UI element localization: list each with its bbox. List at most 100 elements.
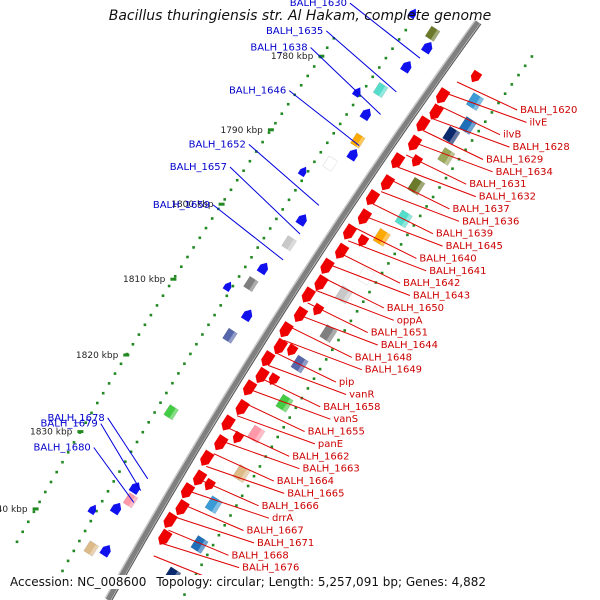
feature-box-gloss (472, 96, 484, 111)
ring-dot (319, 151, 323, 154)
feature-box-gloss (197, 539, 209, 554)
kbp-tick-mark (170, 277, 177, 281)
ring-dot (143, 323, 147, 327)
gene-arrow-shape (416, 115, 431, 132)
ring-dot (244, 265, 247, 269)
gene-label-right: BALH_1631 (469, 179, 526, 190)
ring-dot (113, 372, 117, 375)
gene-arrow-shape (192, 469, 208, 486)
ring-dot (337, 338, 340, 342)
leader-line-right (252, 390, 331, 420)
gene-label-right: vanR (349, 390, 374, 401)
ring-dot (106, 490, 110, 493)
leader-line-right (267, 364, 347, 395)
ring-dot (32, 510, 36, 514)
ring-dot (288, 416, 291, 419)
ring-dot (364, 84, 368, 88)
feature-box-gloss (363, 271, 375, 286)
gene-label-right: BALH_1649 (365, 365, 422, 376)
ring-dot (242, 169, 245, 172)
feature-box-gloss (378, 85, 389, 98)
gene-arrow-shape (235, 398, 250, 416)
feature-box (372, 81, 389, 99)
ring-dot (198, 236, 202, 240)
feature-box (424, 25, 441, 42)
ring-dot (161, 294, 165, 297)
ring-dot (112, 480, 115, 483)
ring-dot (72, 549, 76, 553)
kbp-tick-label: 1800 kbp (171, 200, 214, 210)
ring-dot (219, 304, 222, 307)
ring-dot (27, 520, 30, 524)
red-gene-arrow (287, 343, 299, 356)
ring-dot (256, 246, 259, 249)
ring-dot (362, 300, 365, 303)
ring-dot (246, 484, 250, 488)
ring-dot (89, 519, 93, 523)
gene-label-right: BALH_1667 (247, 526, 304, 537)
ring-dot (135, 440, 139, 444)
leader-line-left (212, 204, 284, 261)
gene-label-right: pip (339, 377, 354, 388)
gene-arrow-shape (365, 188, 381, 206)
kbp-tick-mark (77, 430, 84, 434)
ring-dot (235, 504, 238, 507)
ring-dot (186, 255, 189, 259)
leader-line-right (422, 130, 484, 160)
ring-dot (380, 271, 384, 275)
gene-label-left: BALH_1635 (266, 26, 323, 37)
ring-dot (189, 352, 192, 356)
leader-line-right (380, 191, 460, 222)
leader-line-right (236, 415, 316, 445)
ring-dot (55, 470, 58, 474)
red-gene-arrow (390, 152, 406, 169)
gene-label-right: BALH_1644 (381, 340, 438, 351)
blue-gene-arrow (407, 8, 417, 20)
red-gene-arrow (221, 414, 236, 431)
gene-label-right: BALH_1651 (371, 328, 428, 339)
gene-arrow-shape (109, 502, 122, 516)
gene-label-right: BALH_1664 (277, 476, 334, 487)
gene-arrow-shape (342, 223, 358, 240)
red-gene-arrow (416, 115, 431, 132)
leader-line-left (248, 144, 320, 206)
gene-label-right: BALH_1641 (429, 266, 486, 277)
leader-line-right (190, 491, 270, 519)
backbone-highlight (104, 19, 477, 599)
leader-line-left (107, 417, 149, 480)
ring-dot (258, 465, 262, 468)
feature-box (275, 393, 294, 413)
gene-arrow-shape (261, 350, 276, 367)
ring-dot (254, 150, 258, 153)
blue-gene-arrow (99, 545, 111, 558)
red-gene-arrow (435, 87, 451, 104)
ring-dot (180, 265, 183, 268)
ring-dot (229, 514, 232, 517)
red-gene-arrow (301, 286, 317, 303)
ring-dot (332, 132, 335, 135)
ring-dot (173, 275, 177, 278)
ring-dot (49, 480, 53, 484)
red-gene-arrow (163, 511, 178, 528)
ring-dot (270, 445, 274, 449)
feature-box-shape (204, 495, 223, 515)
ring-dot (155, 304, 159, 307)
gene-label-left: BALH_1652 (189, 139, 246, 150)
leader-line-right (228, 427, 290, 457)
kbp-tick-mark (123, 353, 130, 357)
feature-box-shape (163, 404, 179, 421)
leader-line-left (229, 166, 301, 235)
ring-dot (318, 367, 322, 371)
gene-label-right: BALH_1662 (292, 451, 349, 462)
feature-box-shape (83, 540, 99, 557)
leader-line-right (448, 93, 527, 123)
leader-line-right (307, 302, 368, 334)
feature-box (322, 155, 338, 172)
ring-dot (235, 178, 239, 182)
gene-arrow-shape (407, 134, 423, 151)
gene-arrow-shape (380, 174, 396, 191)
blue-gene-arrow (109, 502, 122, 516)
ring-dot (484, 120, 487, 123)
ring-dot (444, 176, 448, 180)
